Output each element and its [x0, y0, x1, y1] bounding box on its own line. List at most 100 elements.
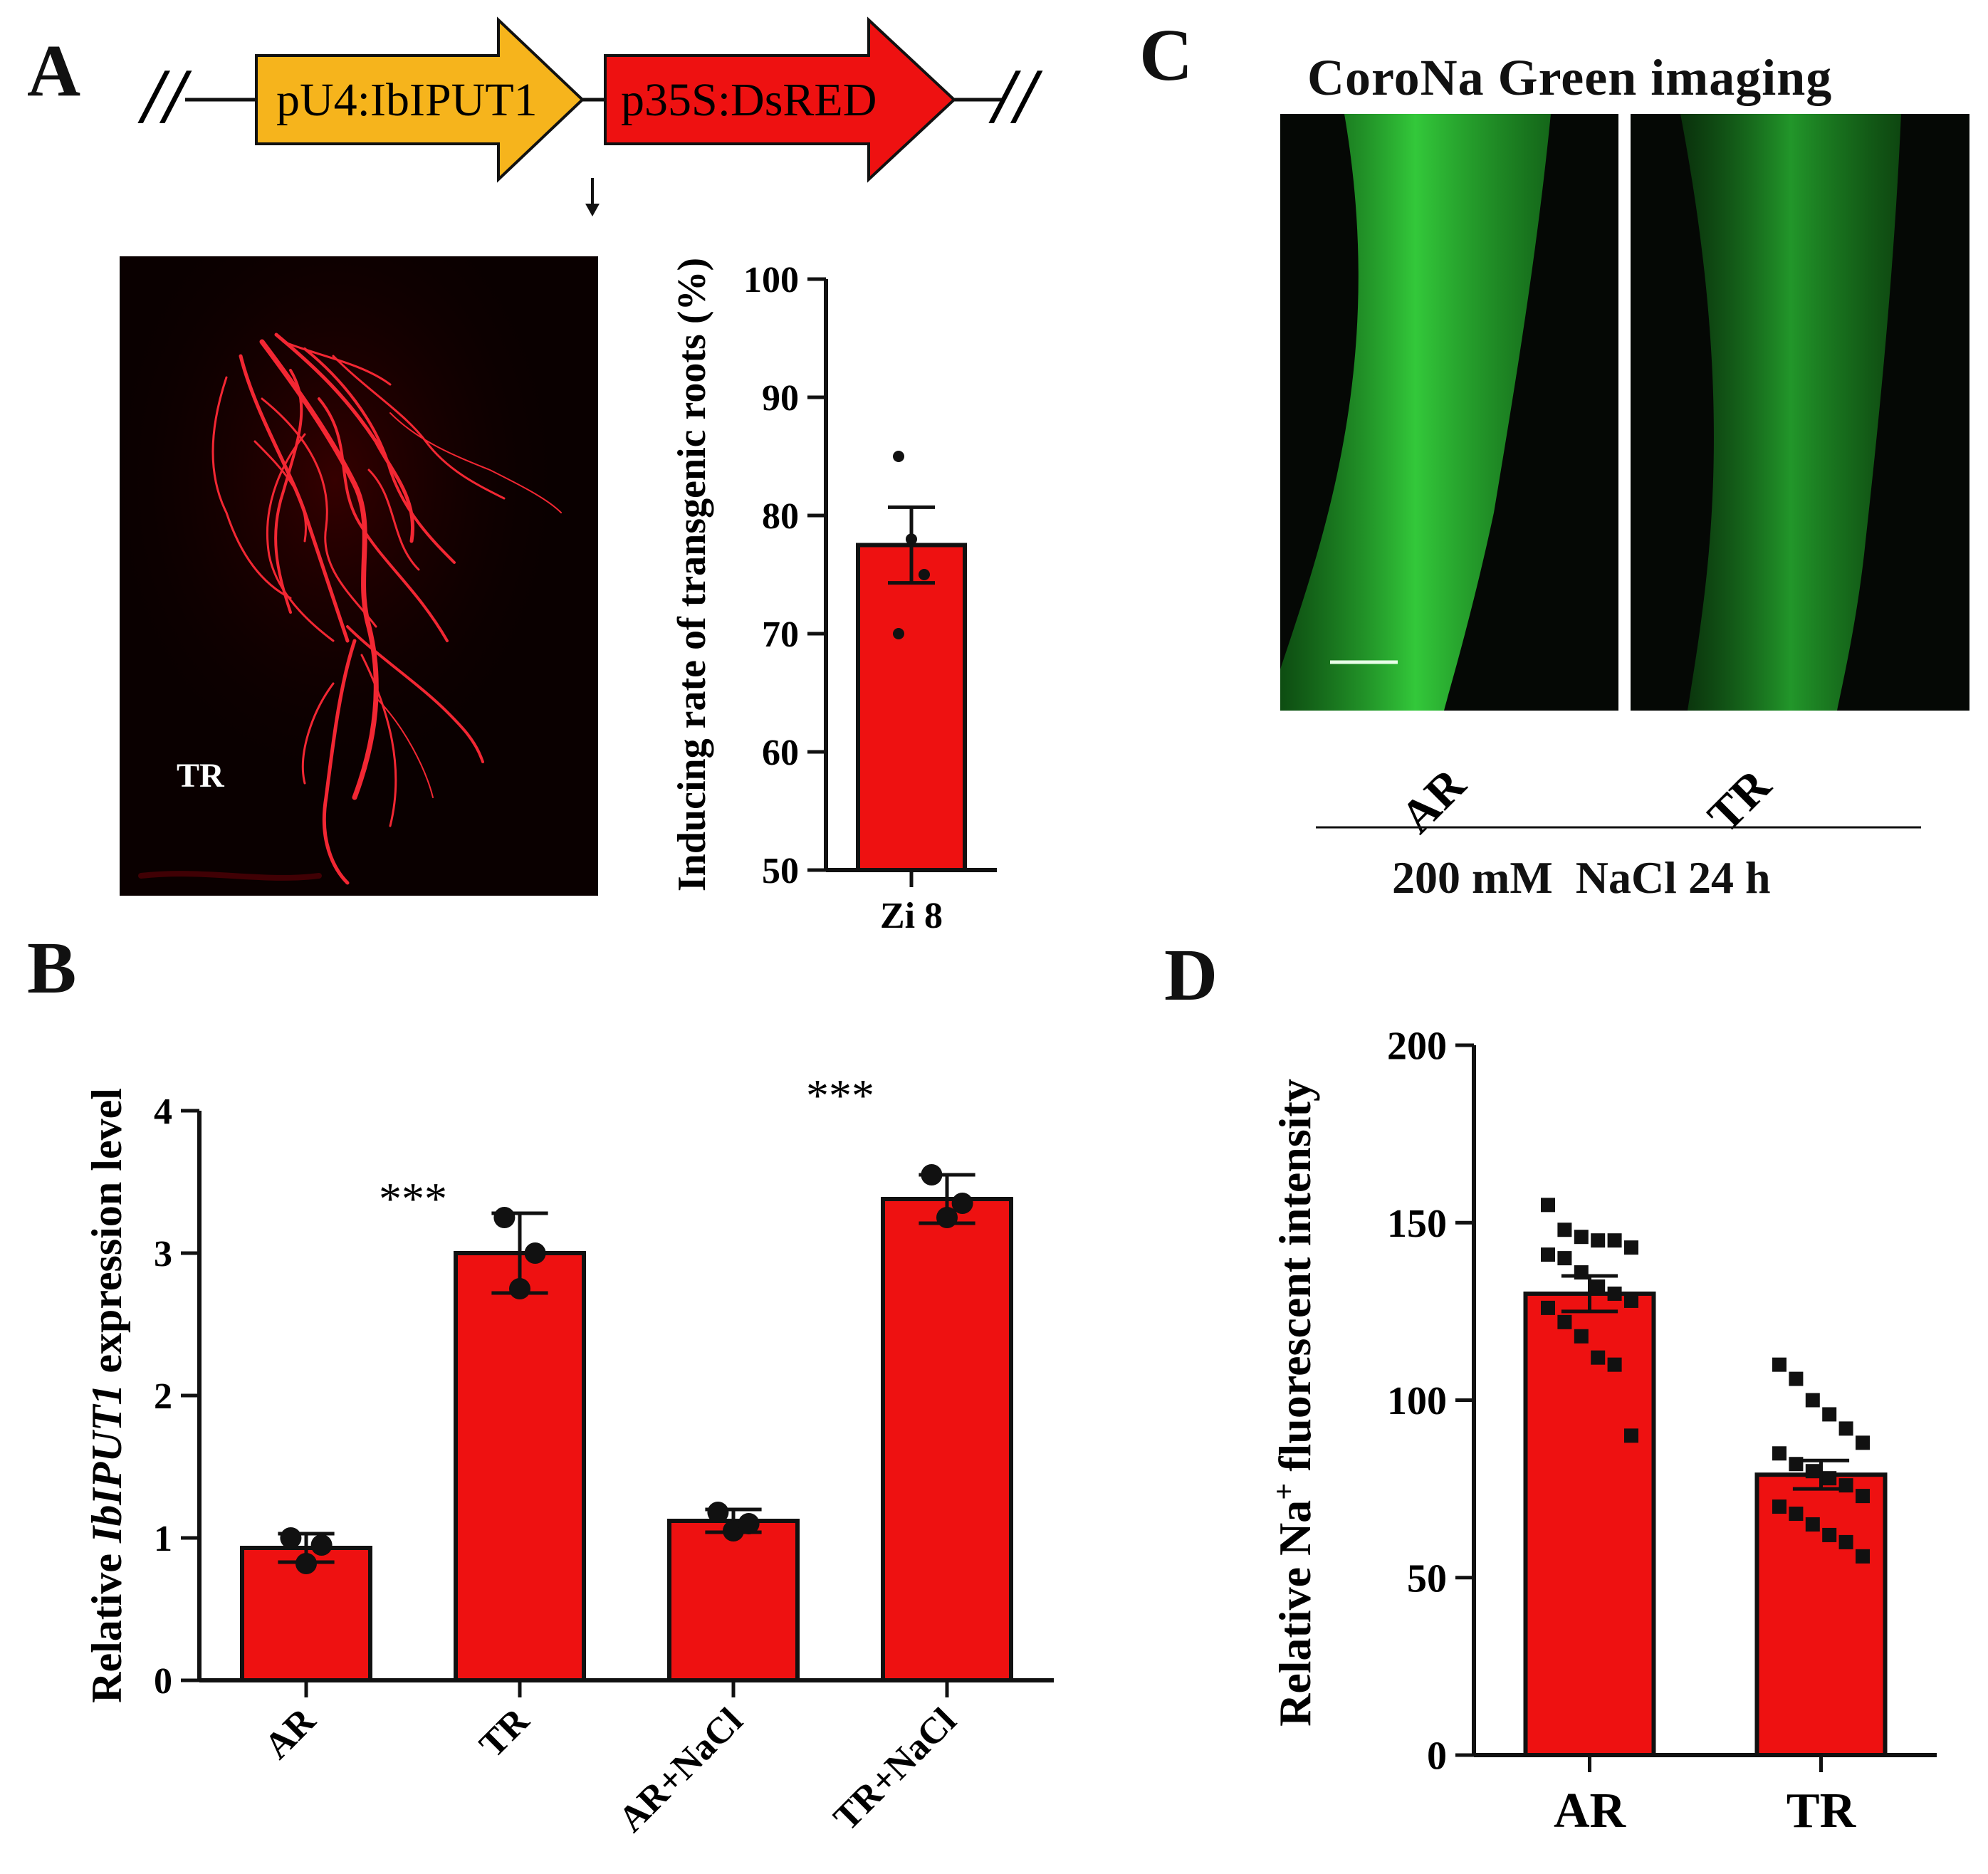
- data-point: [1607, 1233, 1622, 1248]
- data-point: [1822, 1527, 1837, 1542]
- x-category-label: TR: [472, 1700, 538, 1765]
- bar: [454, 1251, 586, 1682]
- data-point: [1541, 1300, 1555, 1315]
- data-point: [1607, 1357, 1622, 1372]
- data-point: [295, 1553, 317, 1574]
- y-tick-label: 0: [154, 1661, 172, 1702]
- y-tick-label: 4: [154, 1092, 172, 1132]
- root-label: TR: [177, 757, 225, 795]
- y-tick-label: 50: [762, 851, 799, 891]
- promoter1-arrow: [255, 16, 585, 183]
- significance-mark: ***: [806, 1070, 874, 1121]
- x-category-label: Zi 8: [880, 896, 943, 936]
- bar: [667, 1519, 800, 1682]
- chart-a-rooting-rate: 50 60 70 80 90 100 Zi 8 Inducing rate of transg…: [670, 258, 997, 936]
- data-point: [509, 1278, 530, 1299]
- data-point: [493, 1207, 516, 1228]
- data-point: [951, 1193, 973, 1214]
- x-category-label: AR: [257, 1700, 324, 1766]
- label-ar: AR: [1391, 758, 1476, 843]
- y-tick-label: 2: [154, 1376, 172, 1417]
- promoter2-label: p35S:DsRED: [621, 74, 877, 126]
- data-point: [738, 1513, 760, 1534]
- down-arrow: [585, 178, 600, 216]
- y-tick-label: 3: [154, 1234, 172, 1274]
- panel-letter-d: D: [1164, 934, 1218, 1016]
- data-point: [707, 1502, 729, 1523]
- data-point: [1541, 1247, 1555, 1262]
- data-point: [280, 1527, 302, 1549]
- data-point: [1805, 1464, 1820, 1479]
- data-point: [1856, 1435, 1870, 1450]
- data-point: [1591, 1350, 1606, 1365]
- bar: [1523, 1291, 1656, 1757]
- promoter2-arrow: [604, 16, 956, 183]
- data-point: [893, 628, 904, 639]
- data-point: [1856, 1549, 1870, 1564]
- y-tick-label: 50: [1407, 1556, 1447, 1601]
- label-tr: TR: [1698, 759, 1782, 842]
- y-tick-label: 60: [762, 733, 799, 773]
- data-point: [1591, 1279, 1606, 1294]
- data-point: [1838, 1534, 1853, 1549]
- imaging-title: CoroNa Green imaging: [1307, 49, 1833, 106]
- tr-fluorescence-image: [1631, 114, 1969, 711]
- tr-root-drawing: [1680, 114, 1901, 711]
- data-point: [1557, 1251, 1572, 1266]
- data-point: [919, 569, 930, 580]
- y-tick-label: 200: [1387, 1025, 1447, 1069]
- data-point: [921, 1164, 943, 1185]
- y-tick-label: 1: [154, 1519, 172, 1559]
- bar: [856, 543, 967, 872]
- data-point: [1805, 1517, 1820, 1532]
- y-tick-label: 0: [1427, 1734, 1447, 1779]
- data-point: [1574, 1230, 1589, 1245]
- significance-mark: ***: [379, 1173, 447, 1224]
- data-point: [1789, 1457, 1804, 1472]
- data-point: [524, 1242, 546, 1264]
- x-category-label: TR: [1786, 1784, 1857, 1838]
- data-point: [893, 451, 904, 462]
- chart-b-expression: 0 1 2 3 4 AR TR AR+NaCl TR+NaCl *** *** Relative Ib…: [83, 1070, 1054, 1840]
- ar-fluorescence-image: [1280, 114, 1618, 711]
- root-drawing: TR: [120, 256, 598, 896]
- data-point: [1557, 1314, 1572, 1329]
- panel-letter-c: C: [1139, 14, 1193, 96]
- data-point: [1607, 1286, 1622, 1301]
- y-tick-label: 100: [743, 260, 799, 300]
- panel-letter-b: B: [27, 927, 77, 1009]
- bar: [1754, 1472, 1888, 1757]
- data-point: [1541, 1198, 1555, 1213]
- data-point: [1624, 1428, 1638, 1443]
- data-point: [1574, 1329, 1589, 1344]
- data-point: [1591, 1233, 1606, 1248]
- data-point: [1805, 1393, 1820, 1408]
- y-tick-label: 150: [1387, 1202, 1447, 1246]
- y-axis-label: Relative Na+ fluorescent intensity: [1268, 1079, 1320, 1727]
- data-point: [1772, 1499, 1786, 1514]
- data-point: [1772, 1357, 1786, 1372]
- data-point: [1822, 1471, 1837, 1486]
- panel-letter-a: A: [27, 30, 81, 112]
- data-point: [1624, 1240, 1638, 1255]
- condition-label: 200 mM NaCl 24 h: [1392, 852, 1771, 903]
- data-point: [1822, 1407, 1837, 1422]
- y-axis-label: Inducing rate of transgenic roots (%): [670, 258, 714, 891]
- break-mark-right: //: [988, 53, 1043, 140]
- data-point: [1557, 1223, 1572, 1237]
- data-point: [1838, 1478, 1853, 1493]
- y-tick-label: 80: [762, 496, 799, 537]
- ar-root-drawing: [1280, 114, 1551, 711]
- data-point: [310, 1534, 333, 1556]
- y-tick-label: 90: [762, 378, 799, 419]
- transgenic-root-image: TR: [120, 256, 598, 896]
- data-point: [1856, 1489, 1870, 1504]
- data-point: [1772, 1446, 1786, 1461]
- data-point: [906, 533, 917, 545]
- construct-diagram: // // pU4:IbIPUT1 p35S:DsRED: [137, 16, 1043, 216]
- x-category-label: AR: [1554, 1784, 1627, 1838]
- y-tick-label: 70: [762, 614, 799, 655]
- promoter1-label: pU4:IbIPUT1: [276, 74, 538, 126]
- data-point: [1624, 1293, 1638, 1308]
- y-axis-label: Relative IbIPUT1 expression level: [83, 1088, 130, 1703]
